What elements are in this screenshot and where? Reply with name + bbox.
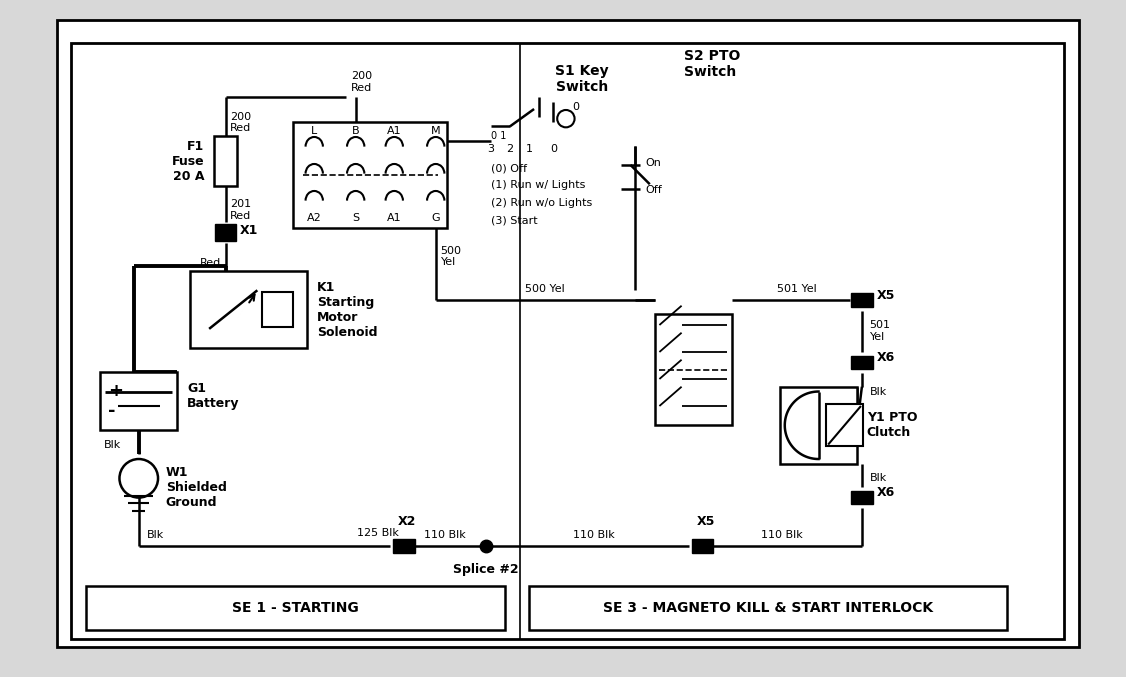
Bar	[262, 292, 293, 327]
Text: 125 Blk: 125 Blk	[357, 528, 399, 538]
Text: X6: X6	[876, 351, 895, 364]
Text: X1: X1	[240, 224, 258, 237]
Bar	[851, 491, 873, 504]
Text: S2 PTO
Switch: S2 PTO Switch	[683, 49, 740, 79]
Text: SE 3 - MAGNETO KILL & START INTERLOCK: SE 3 - MAGNETO KILL & START INTERLOCK	[602, 601, 933, 615]
Bar	[215, 224, 236, 241]
Text: Splice #2: Splice #2	[453, 563, 519, 576]
Text: 501 Yel: 501 Yel	[777, 284, 816, 294]
Bar	[529, 586, 1007, 630]
Text: Red: Red	[199, 259, 221, 268]
Bar	[851, 293, 873, 307]
Text: S1 Key
Switch: S1 Key Switch	[555, 64, 609, 94]
Text: 201
Red: 201 Red	[231, 200, 251, 221]
Bar	[293, 122, 447, 227]
Text: +: +	[108, 382, 123, 400]
Text: F1
Fuse
20 A: F1 Fuse 20 A	[171, 139, 204, 183]
Text: SE 1 - STARTING: SE 1 - STARTING	[232, 601, 359, 615]
Text: 200
Red: 200 Red	[351, 71, 372, 93]
Circle shape	[119, 459, 158, 498]
Text: K1
Starting
Motor
Solenoid: K1 Starting Motor Solenoid	[318, 280, 377, 338]
Text: Y1 PTO
Clutch: Y1 PTO Clutch	[867, 412, 918, 439]
Text: X6: X6	[876, 486, 895, 499]
Bar	[214, 136, 238, 186]
Text: 0 1: 0 1	[491, 131, 506, 141]
Bar	[654, 314, 732, 425]
Text: On: On	[645, 158, 661, 168]
Text: (3) Start: (3) Start	[491, 215, 537, 225]
Bar	[780, 387, 857, 464]
Bar	[826, 404, 863, 447]
Text: A1: A1	[387, 127, 402, 136]
Text: 110 Blk: 110 Blk	[761, 530, 803, 540]
Bar	[190, 271, 307, 348]
Text: G: G	[431, 213, 440, 223]
Text: L: L	[311, 127, 318, 136]
Text: Blk: Blk	[146, 530, 163, 540]
Text: 0: 0	[573, 102, 580, 112]
Text: Blk: Blk	[869, 473, 887, 483]
Bar	[692, 539, 714, 552]
Text: G1
Battery: G1 Battery	[187, 383, 240, 410]
Text: (1) Run w/ Lights: (1) Run w/ Lights	[491, 180, 586, 190]
Bar	[86, 586, 506, 630]
Text: X5: X5	[876, 288, 895, 302]
Bar	[851, 356, 873, 370]
Bar	[393, 539, 414, 552]
Text: 500
Yel: 500 Yel	[440, 246, 462, 267]
Text: (2) Run w/o Lights: (2) Run w/o Lights	[491, 198, 592, 208]
Text: Blk: Blk	[869, 387, 887, 397]
Text: 0: 0	[549, 144, 557, 154]
Text: W1
Shielded
Ground: W1 Shielded Ground	[166, 466, 226, 510]
Text: 2: 2	[507, 144, 513, 154]
Text: 500 Yel: 500 Yel	[526, 284, 565, 294]
Text: X5: X5	[697, 515, 715, 529]
Text: S: S	[352, 213, 359, 223]
Text: 110 Blk: 110 Blk	[573, 530, 615, 540]
Text: M: M	[431, 127, 440, 136]
Text: Off: Off	[645, 185, 662, 195]
Text: 110 Blk: 110 Blk	[425, 530, 466, 540]
Circle shape	[557, 110, 574, 127]
Text: (0) Off: (0) Off	[491, 163, 527, 173]
Text: -: -	[108, 402, 115, 420]
Text: B: B	[352, 127, 359, 136]
Text: 1: 1	[526, 144, 533, 154]
Text: 3: 3	[488, 144, 494, 154]
Bar	[100, 372, 177, 430]
Text: Blk: Blk	[104, 439, 122, 450]
Text: A2: A2	[307, 213, 322, 223]
Text: X2: X2	[397, 515, 415, 529]
Text: 501
Yel: 501 Yel	[869, 320, 891, 342]
Text: A1: A1	[387, 213, 402, 223]
Text: 200
Red: 200 Red	[231, 112, 251, 133]
